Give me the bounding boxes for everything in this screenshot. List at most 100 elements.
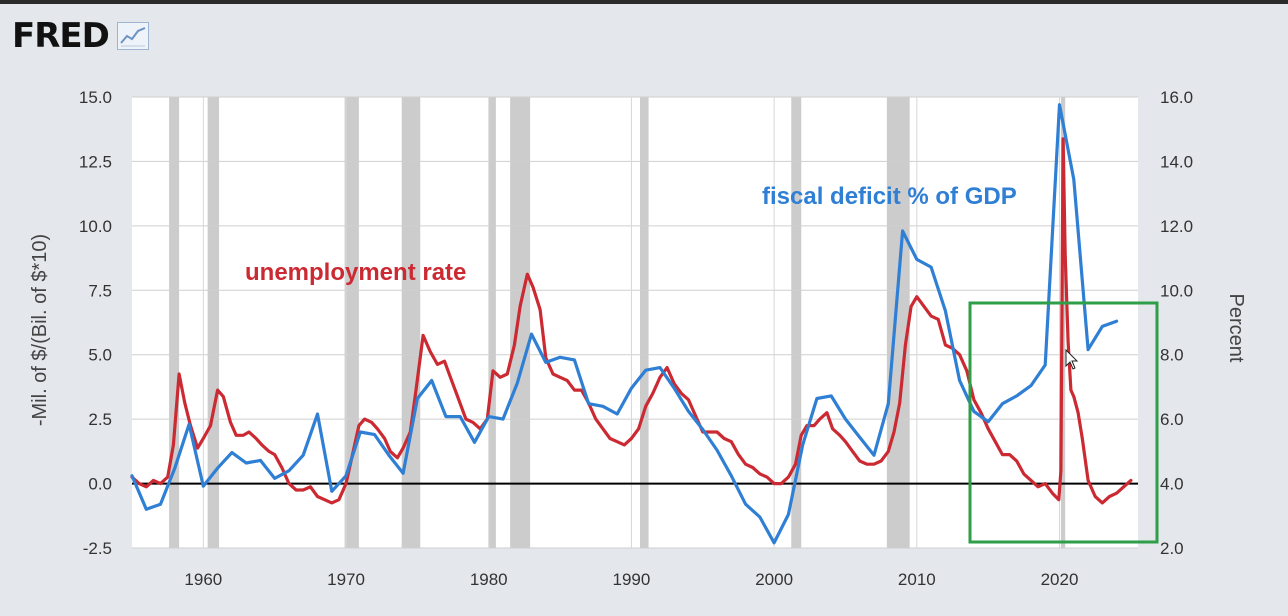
deficit-point <box>130 474 134 477</box>
unemployment-point <box>526 273 529 276</box>
unemployment-point <box>538 308 542 311</box>
unemployment-point <box>1076 411 1080 414</box>
fred-logo[interactable]: FRED <box>12 16 110 56</box>
unemployment-point <box>1066 340 1070 343</box>
unemployment-point <box>694 414 697 418</box>
unemployment-point <box>436 363 439 366</box>
recession-band-1 <box>207 97 220 548</box>
left-tick-label: -2.5 <box>83 539 112 558</box>
deficit-point <box>202 484 205 488</box>
deficit-point <box>430 379 433 382</box>
deficit-point <box>1086 348 1090 351</box>
deficit-point <box>587 402 590 405</box>
unemployment-point <box>414 388 418 392</box>
unemployment-point <box>630 437 633 440</box>
unemployment-point <box>751 466 754 469</box>
left-tick-label: 15.0 <box>79 88 112 107</box>
unemployment-point <box>965 369 968 372</box>
x-axis-ticks: 1960 1970 1980 1990 2000 2010 2020 <box>184 570 1078 589</box>
unemployment-point <box>145 485 148 488</box>
deficit-point <box>273 477 276 480</box>
deficit-point <box>844 417 847 421</box>
unemployment-point <box>183 401 186 405</box>
unemployment-point <box>401 446 405 450</box>
unemployment-point <box>608 437 612 440</box>
unemployment-point <box>723 437 726 440</box>
unemployment-point <box>909 305 913 308</box>
unemployment-point <box>357 424 361 427</box>
unemployment-point <box>1001 453 1004 456</box>
unemployment-point <box>443 360 446 363</box>
deficit-point <box>1058 103 1061 106</box>
unemployment-point <box>222 395 225 398</box>
unemployment-point <box>267 450 271 453</box>
deficit-point <box>544 361 547 364</box>
unemployment-point <box>601 427 605 430</box>
deficit-point <box>944 309 947 313</box>
unemployment-point <box>235 434 238 437</box>
unemployment-point <box>1101 501 1104 505</box>
unemployment-point <box>260 443 264 447</box>
deficit-point <box>630 387 633 390</box>
unemployment-point <box>1029 479 1033 482</box>
deficit-point <box>915 258 918 261</box>
deficit-point <box>459 415 462 418</box>
recession-band-7 <box>791 97 802 548</box>
deficit-point <box>487 415 490 418</box>
deficit-point <box>401 472 405 475</box>
deficit-point <box>187 423 191 426</box>
deficit-point <box>772 541 776 544</box>
unemployment-point <box>658 376 662 379</box>
unemployment-point <box>800 434 803 437</box>
unemployment-point <box>623 443 626 447</box>
unemployment-point <box>531 285 535 289</box>
unemployment-point <box>196 446 199 450</box>
unemployment-point <box>944 343 947 347</box>
plot-background <box>132 97 1138 548</box>
unemployment-point <box>780 482 783 485</box>
deficit-point <box>287 469 291 472</box>
left-tick-label: 2.5 <box>88 410 112 429</box>
unemployment-point <box>216 388 219 392</box>
unemployment-point <box>209 424 212 427</box>
deficit-point <box>145 508 148 511</box>
deficit-point <box>516 381 519 385</box>
unemployment-point <box>242 434 245 437</box>
deficit-point <box>787 513 790 516</box>
unemployment-point <box>858 459 861 463</box>
unemployment-rate-series <box>130 137 1133 505</box>
x-tick-label: 2020 <box>1041 570 1079 589</box>
left-axis-ticks: -2.5 0.0 2.5 5.0 7.5 10.0 12.5 15.0 <box>79 88 112 558</box>
deficit-point <box>644 369 647 372</box>
deficit-point <box>330 490 333 493</box>
deficit-point <box>1044 363 1047 367</box>
deficit-point <box>958 379 961 382</box>
x-tick-label: 1990 <box>613 570 651 589</box>
unemployment-point <box>421 334 425 337</box>
unemployment-point <box>616 440 619 443</box>
unemployment-point <box>898 401 901 405</box>
deficit-point <box>573 358 576 362</box>
mouse-cursor-icon <box>1065 348 1079 370</box>
unemployment-point <box>787 475 790 479</box>
deficit-point <box>230 451 234 454</box>
unemployment-point <box>457 398 460 401</box>
x-tick-label: 1980 <box>470 570 508 589</box>
recession-band-8 <box>886 97 910 548</box>
unemployment-point <box>922 305 926 308</box>
deficit-point <box>1115 320 1118 323</box>
deficit-point <box>601 405 605 408</box>
deficit-point <box>1101 325 1104 328</box>
window-top-edge <box>0 0 1288 4</box>
unemployment-point <box>330 501 333 505</box>
unemployment-point <box>644 405 647 408</box>
right-axis-label: Percent <box>1225 294 1247 363</box>
left-tick-label: 10.0 <box>79 217 112 236</box>
deficit-point <box>929 265 933 269</box>
left-tick-label: 0.0 <box>88 475 112 494</box>
right-axis-ticks: 2.0 4.0 6.0 8.0 10.0 12.0 14.0 16.0 <box>1160 88 1193 558</box>
fiscal-deficit-series <box>130 103 1119 545</box>
unemployment-point <box>159 482 162 485</box>
deficit-point <box>987 420 990 423</box>
unemployment-point <box>316 495 319 498</box>
